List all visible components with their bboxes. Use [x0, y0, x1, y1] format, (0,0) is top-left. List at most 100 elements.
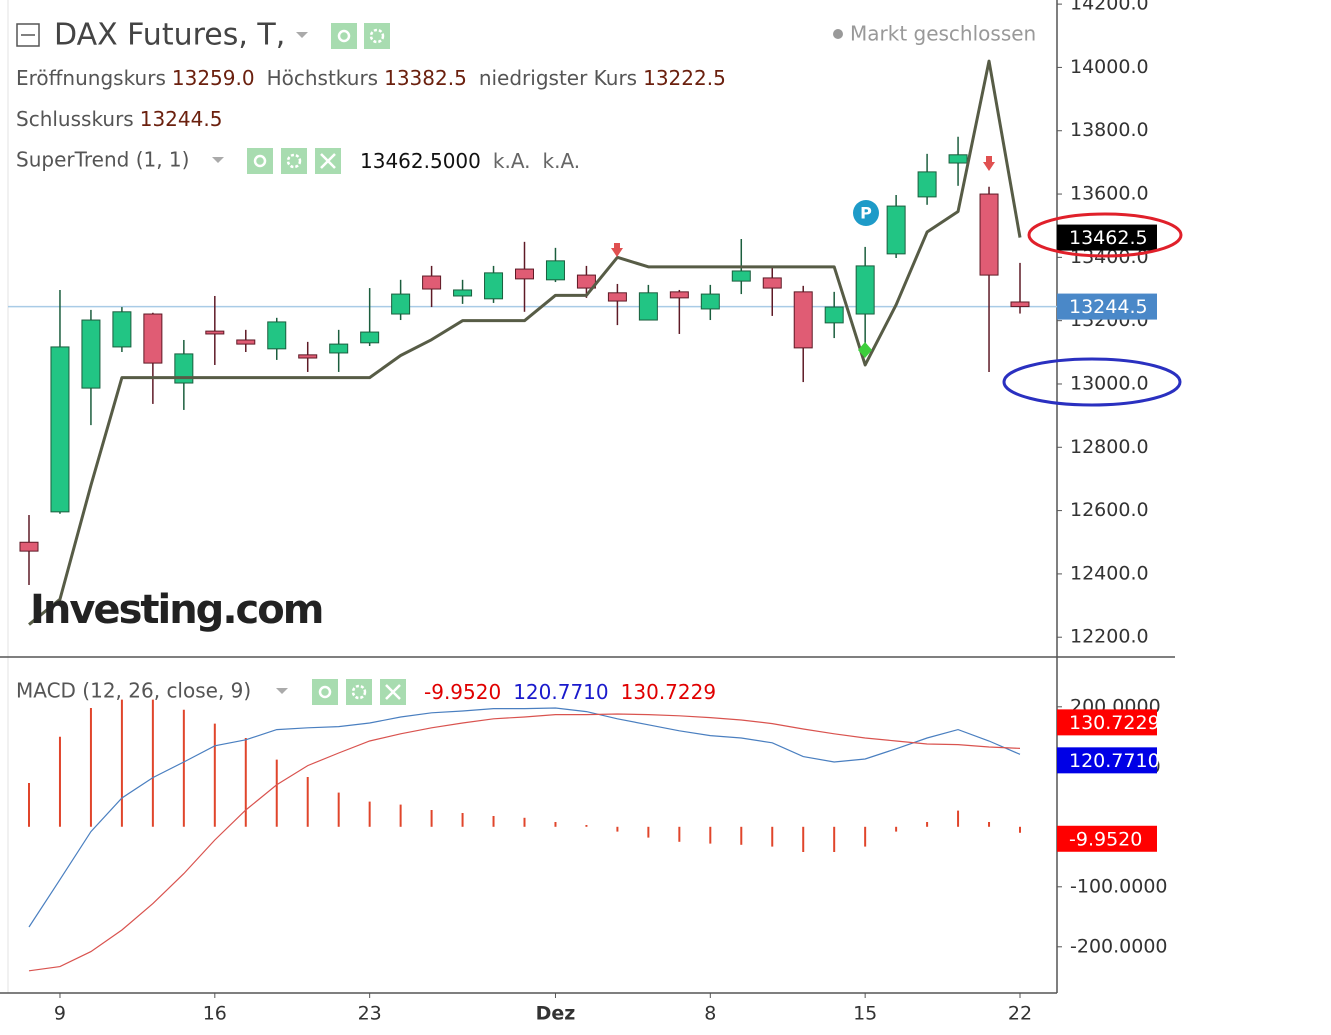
dropdown-icon[interactable] — [276, 688, 288, 694]
y-tick-label: 14000.0 — [1070, 56, 1149, 78]
close-price-label: 13244.5 — [1069, 296, 1148, 318]
candle-body — [267, 321, 287, 350]
indicator-values: 13462.5000 k.A. k.A. — [360, 149, 580, 173]
legend-text: 120.7710 — [513, 680, 608, 704]
candle-body — [824, 306, 844, 324]
legend-text: 13222.5 — [643, 66, 726, 90]
macd-value-label-box — [1057, 709, 1157, 736]
candle-body — [81, 319, 101, 389]
visibility-button[interactable] — [312, 679, 338, 705]
candle-body — [576, 274, 596, 289]
supertrend-price-label: 13462.5 — [1069, 227, 1148, 249]
candle-body — [545, 260, 565, 281]
macd-value-label-box — [1057, 825, 1157, 852]
legend-text: 130.7229 — [621, 680, 716, 704]
y-tick-label: 12400.0 — [1070, 562, 1149, 584]
macd-line — [28, 707, 1021, 928]
candle-body — [793, 291, 813, 349]
macd-title: MACD (12, 26, close, 9) — [16, 679, 251, 703]
macd-value-label: -9.9520 — [1069, 828, 1142, 850]
watermark: Investing.com — [30, 587, 322, 633]
x-tick-label: 22 — [1008, 1003, 1032, 1025]
close-price-label-box — [1057, 293, 1157, 320]
legend-text: 13244.5 — [140, 107, 223, 131]
legend-text: k.A. — [493, 149, 531, 173]
candle-body — [1010, 301, 1030, 308]
candle-body — [917, 171, 937, 198]
sell-signal-icon — [983, 156, 995, 171]
macd-value-label: 130.7229 — [1069, 712, 1160, 734]
x-tick-label: 15 — [853, 1003, 877, 1025]
y-tick-label: -200.0000 — [1070, 935, 1168, 957]
legend-text: 13382.5 — [384, 66, 467, 90]
settings-button[interactable] — [364, 23, 390, 49]
dropdown-icon[interactable] — [212, 157, 224, 163]
ohlc-legend: Schlusskurs 13244.5 — [16, 107, 222, 131]
x-tick-label: 16 — [203, 1003, 227, 1025]
candle-body — [669, 291, 689, 299]
candle-body — [422, 275, 442, 290]
legend-text: -9.9520 — [424, 680, 501, 704]
legend-text: k.A. — [543, 149, 581, 173]
candle-body — [855, 265, 875, 315]
candle-body — [205, 330, 225, 335]
supertrend-line — [28, 59, 1022, 626]
visibility-button[interactable] — [247, 148, 273, 174]
market-status: Markt geschlossen — [850, 22, 1036, 46]
y-tick-label: 12200.0 — [1070, 626, 1149, 648]
icon-glyphs — [253, 28, 401, 700]
macd-value-label-box — [1057, 747, 1157, 774]
candle-body — [484, 272, 504, 300]
candle-body — [298, 354, 318, 359]
y-tick-label: 14200.0 — [1070, 0, 1149, 15]
macd-value-label: 120.7710 — [1069, 750, 1160, 772]
y-tick-label: 13600.0 — [1070, 183, 1149, 205]
candle-body — [143, 313, 163, 364]
candle-body — [638, 292, 658, 321]
legend-text: Höchstkurs — [267, 66, 379, 90]
candle-body — [329, 343, 349, 354]
annotation-circle — [1027, 212, 1183, 258]
plot-layer: 12200.012400.012600.012800.013000.013200… — [0, 0, 1175, 1025]
buy-signal-icon — [858, 342, 872, 358]
y-tick-label: -100.0000 — [1070, 875, 1168, 897]
supertrend-price-label-box — [1057, 224, 1157, 251]
icon-group — [247, 23, 406, 705]
x-tick-label: Dez — [536, 1003, 576, 1025]
candle-body — [886, 205, 906, 255]
legend-text: 13462.5000 — [360, 149, 481, 173]
visibility-button[interactable] — [331, 23, 357, 49]
candle-body — [236, 339, 256, 345]
collapse-button[interactable] — [16, 23, 40, 47]
dropdown-icon[interactable] — [296, 32, 308, 38]
legend-text: niedrigster Kurs — [479, 66, 637, 90]
legend-text: 13259.0 — [172, 66, 255, 90]
candle-body — [762, 277, 782, 289]
candle-body — [174, 353, 194, 384]
candle-body — [453, 289, 473, 297]
legend-text: Schlusskurs — [16, 107, 134, 131]
candle-body — [700, 293, 720, 310]
annotation-circle — [1002, 357, 1182, 407]
y-tick-label: 12600.0 — [1070, 499, 1149, 521]
pivot-icon — [853, 200, 879, 226]
settings-button[interactable] — [281, 148, 307, 174]
y-tick-label: 13800.0 — [1070, 119, 1149, 141]
candle-body — [607, 292, 627, 302]
macd-values: -9.9520 120.7710 130.7229 — [424, 680, 716, 704]
legend-text: Eröffnungskurs — [16, 66, 166, 90]
candle-body — [731, 270, 751, 282]
settings-button[interactable] — [346, 679, 372, 705]
y-tick-label: 12800.0 — [1070, 436, 1149, 458]
candle-body — [515, 268, 534, 280]
x-tick-label: 23 — [358, 1003, 382, 1025]
chart-title: DAX Futures, T, — [54, 18, 285, 53]
pivot-icon-letter: P — [860, 204, 872, 223]
x-tick-label: 8 — [704, 1003, 716, 1025]
candle-body — [360, 331, 380, 344]
indicator-name: SuperTrend (1, 1) — [16, 148, 189, 172]
status-dot — [833, 29, 843, 39]
